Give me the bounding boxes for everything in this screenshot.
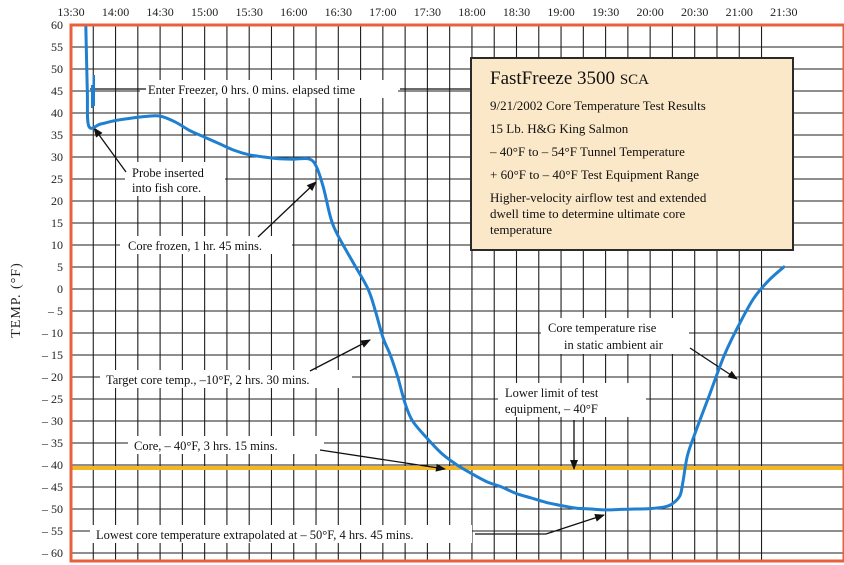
x-tick-label: 13:30 — [57, 5, 84, 19]
x-tick-label: 15:00 — [191, 5, 218, 19]
info-box-line-equipment-range: + 60°F to – 40°F Test Equipment Range — [490, 167, 700, 182]
y-tick-label: – 10 — [41, 326, 63, 340]
arrow-probe-inserted — [93, 127, 127, 173]
y-tick-label: 45 — [51, 84, 63, 98]
y-tick-label: – 15 — [41, 348, 63, 362]
annotation-core-temp-rise-2: in static ambient air — [564, 338, 664, 352]
y-tick-label: 50 — [51, 62, 63, 76]
annotation-arrows — [90, 88, 738, 535]
annotation-core-minus-40: Core, – 40°F, 3 hrs. 15 mins. — [134, 439, 278, 453]
x-tick-label: 14:00 — [102, 5, 129, 19]
annotation-lowest-core-temp: Lowest core temperature extrapolated at … — [96, 528, 413, 542]
y-tick-label: – 30 — [41, 414, 63, 428]
x-tick-label: 17:30 — [414, 5, 441, 19]
y-tick-label: – 50 — [41, 502, 63, 516]
x-tick-label: 18:00 — [458, 5, 485, 19]
x-tick-label: 15:30 — [236, 5, 263, 19]
annotation-core-temp-rise-1: Core temperature rise — [548, 321, 657, 335]
x-tick-label: 16:30 — [325, 5, 352, 19]
y-tick-label: – 20 — [41, 370, 63, 384]
annotation-lower-limit-1: Lower limit of test — [505, 386, 599, 400]
x-tick-label: 17:00 — [369, 5, 396, 19]
x-axis-ticks: 13:30 14:00 14:30 15:00 15:30 16:00 16:30 17:00… — [57, 5, 797, 19]
x-tick-label: 21:00 — [726, 5, 753, 19]
y-tick-label: – 40 — [41, 458, 63, 472]
x-tick-label: 20:00 — [636, 5, 663, 19]
x-tick-label: 21:30 — [770, 5, 797, 19]
x-tick-label: 18:30 — [503, 5, 530, 19]
info-box: FastFreeze 3500 SCA 9/21/2002 Core Tempe… — [470, 57, 794, 251]
x-tick-label: 19:30 — [592, 5, 619, 19]
info-box-title: FastFreeze 3500 SCA — [490, 68, 776, 90]
info-box-title-suffix: SCA — [619, 72, 649, 88]
y-tick-label: – 60 — [41, 546, 63, 560]
plot-border — [69, 23, 844, 563]
y-tick-label: – 55 — [41, 524, 63, 538]
y-tick-label: 40 — [51, 106, 63, 120]
arrow-target-core-temp — [309, 339, 371, 372]
info-box-note: Higher-velocity airflow test and extende… — [490, 190, 707, 237]
info-box-line-tunnel-temp: – 40°F to – 54°F Tunnel Temperature — [490, 144, 685, 159]
y-tick-label: – 5 — [47, 304, 63, 318]
arrow-core-minus-40 — [319, 449, 446, 472]
arrow-core-temp-rise — [689, 347, 738, 380]
y-tick-label: 15 — [51, 216, 63, 230]
y-tick-label: 0 — [57, 282, 63, 296]
arrow-lowest-core-temp-up — [545, 514, 605, 535]
y-tick-label: 30 — [51, 150, 63, 164]
y-tick-label: – 25 — [41, 392, 63, 406]
y-tick-label: 5 — [57, 260, 63, 274]
y-tick-label: – 45 — [41, 480, 63, 494]
annotation-core-frozen: Core frozen, 1 hr. 45 mins. — [128, 239, 262, 253]
info-box-title-main: FastFreeze 3500 — [490, 68, 616, 89]
annotation-lower-limit-2: equipment, – 40°F — [505, 402, 598, 416]
y-tick-label: 10 — [51, 238, 63, 252]
annotation-probe-inserted-2: into fish core. — [132, 181, 201, 195]
info-box-line-product: 15 Lb. H&G King Salmon — [490, 121, 629, 136]
y-axis-label: TEMP. (°F) — [9, 262, 24, 338]
y-tick-label: 60 — [51, 18, 63, 32]
annotation-target-core-temp: Target core temp., –10°F, 2 hrs. 30 mins… — [106, 373, 310, 387]
x-tick-label: 16:00 — [280, 5, 307, 19]
y-tick-label: 35 — [51, 128, 63, 142]
annotations: Enter Freezer, 0 hrs. 0 mins. elapsed ti… — [90, 80, 689, 543]
x-tick-label: 20:30 — [681, 5, 708, 19]
info-box-line-date: 9/21/2002 Core Temperature Test Results — [490, 98, 706, 113]
y-tick-label: 20 — [51, 194, 63, 208]
x-tick-label: 19:00 — [547, 5, 574, 19]
core-temperature-curve — [84, 23, 786, 512]
y-tick-label: 55 — [51, 40, 63, 54]
y-tick-label: 25 — [51, 172, 63, 186]
y-tick-label: – 35 — [41, 436, 63, 450]
arrow-core-frozen — [257, 181, 317, 238]
x-tick-label: 14:30 — [146, 5, 173, 19]
annotation-probe-inserted-1: Probe inserted — [132, 166, 205, 180]
annotation-enter-freezer: Enter Freezer, 0 hrs. 0 mins. elapsed ti… — [148, 83, 356, 97]
probe-insertion-spike — [91, 74, 95, 109]
